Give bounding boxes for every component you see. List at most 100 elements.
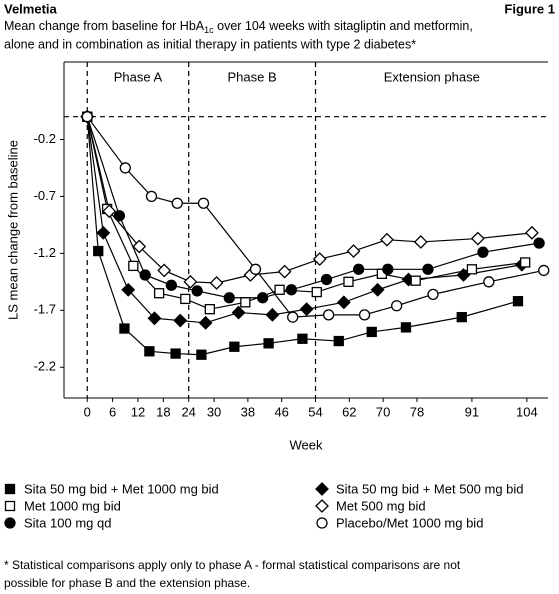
data-point: [81, 111, 93, 123]
x-tick-label: 104: [516, 404, 538, 419]
y-tick-label: -0.7: [34, 188, 56, 203]
data-point: [525, 225, 539, 240]
data-point: [299, 302, 314, 317]
data-point: [311, 286, 322, 298]
x-tick-label: 18: [156, 404, 170, 419]
data-point: [165, 279, 178, 291]
data-point: [229, 341, 240, 352]
x-tick-label: 0: [84, 404, 91, 419]
brand: Velmetia: [4, 1, 58, 16]
data-point: [93, 245, 104, 257]
data-point: [173, 313, 188, 328]
data-point: [380, 232, 394, 247]
data-point: [240, 297, 251, 308]
chart-title: Mean change from baseline for HbA1c over…: [4, 19, 473, 35]
legend-marker: [315, 499, 329, 513]
data-point: [346, 244, 361, 258]
data-point: [183, 274, 198, 289]
data-point: [285, 284, 298, 296]
x-tick-label: 62: [342, 404, 356, 419]
data-point: [352, 263, 365, 275]
data-point: [139, 269, 151, 281]
x-tick-label: 46: [274, 404, 288, 419]
data-point: [382, 263, 394, 275]
data-point: [180, 293, 191, 305]
data-point: [320, 273, 333, 286]
y-tick-label: -2.2: [34, 359, 56, 374]
x-tick-label: 38: [241, 404, 255, 419]
y-axis-label: LS mean change from baseline: [5, 140, 20, 320]
title-text-after: over 104 weeks with sitagliptin and metf…: [214, 19, 473, 33]
data-point: [322, 309, 335, 321]
x-tick-label: 30: [207, 404, 221, 419]
y-tick-label: -1.2: [34, 245, 56, 260]
legend-label: Placebo/Met 1000 mg bid: [336, 515, 483, 530]
footnote: possible for phase B and the extension p…: [4, 576, 250, 590]
data-point: [400, 322, 412, 333]
data-point: [466, 264, 478, 275]
figure-label: Figure 1: [504, 1, 555, 16]
data-point: [358, 309, 371, 321]
data-point: [470, 231, 485, 246]
data-point: [96, 225, 111, 240]
data-point: [249, 263, 262, 275]
data-point: [102, 204, 117, 219]
data-point: [312, 252, 327, 266]
data-point: [113, 210, 126, 222]
data-point: [333, 335, 344, 347]
x-tick-label: 54: [308, 404, 322, 419]
data-point: [121, 282, 136, 297]
data-point: [204, 304, 215, 315]
legend-marker: [316, 517, 328, 529]
legend-marker: [4, 500, 16, 512]
data-point: [343, 276, 354, 287]
phase-label: Extension phase: [384, 69, 480, 84]
data-point: [153, 288, 165, 299]
y-tick-label: -0.2: [34, 131, 56, 146]
data-point: [170, 348, 181, 359]
y-tick-label: -1.7: [34, 302, 56, 317]
legend-label: Sita 50 mg bid + Met 500 mg bid: [336, 481, 524, 496]
data-point: [366, 326, 377, 338]
data-point: [231, 305, 246, 320]
data-point: [297, 333, 308, 344]
data-point: [410, 275, 421, 286]
data-point: [274, 284, 285, 295]
data-point: [483, 276, 495, 288]
data-point: [456, 311, 467, 323]
data-point: [391, 300, 403, 312]
data-point: [196, 349, 207, 360]
x-tick-label: 70: [376, 404, 390, 419]
data-point: [277, 264, 292, 279]
x-tick-label: 6: [109, 404, 116, 419]
x-tick-label: 91: [465, 404, 479, 419]
data-point: [422, 263, 434, 275]
legend-marker: [4, 517, 16, 529]
legend-marker: [4, 483, 16, 495]
data-point: [520, 257, 531, 268]
legend-label: Met 500 mg bid: [336, 498, 426, 513]
phase-label: Phase A: [114, 69, 163, 84]
title-text: Mean change from baseline for HbA: [4, 19, 205, 33]
data-point: [265, 307, 280, 322]
series-line: [86, 116, 526, 310]
data-point: [263, 338, 274, 349]
footnote: * Statistical comparisons apply only to …: [4, 558, 461, 572]
data-point: [223, 292, 235, 304]
data-point: [512, 296, 524, 307]
title-subscript: 1c: [204, 25, 214, 35]
chart-title-line2: alone and in combination as initial ther…: [4, 37, 416, 51]
data-point: [132, 239, 147, 254]
data-point: [287, 311, 299, 323]
legend-label: Sita 100 mg qd: [24, 515, 111, 530]
x-tick-label: 78: [410, 404, 424, 419]
data-point: [370, 282, 385, 297]
data-point: [197, 197, 210, 209]
data-point: [119, 323, 130, 334]
x-tick-label: 24: [181, 404, 195, 419]
data-point: [145, 190, 158, 203]
legend-label: Sita 50 mg bid + Met 1000 mg bid: [24, 481, 219, 496]
data-point: [538, 264, 550, 277]
